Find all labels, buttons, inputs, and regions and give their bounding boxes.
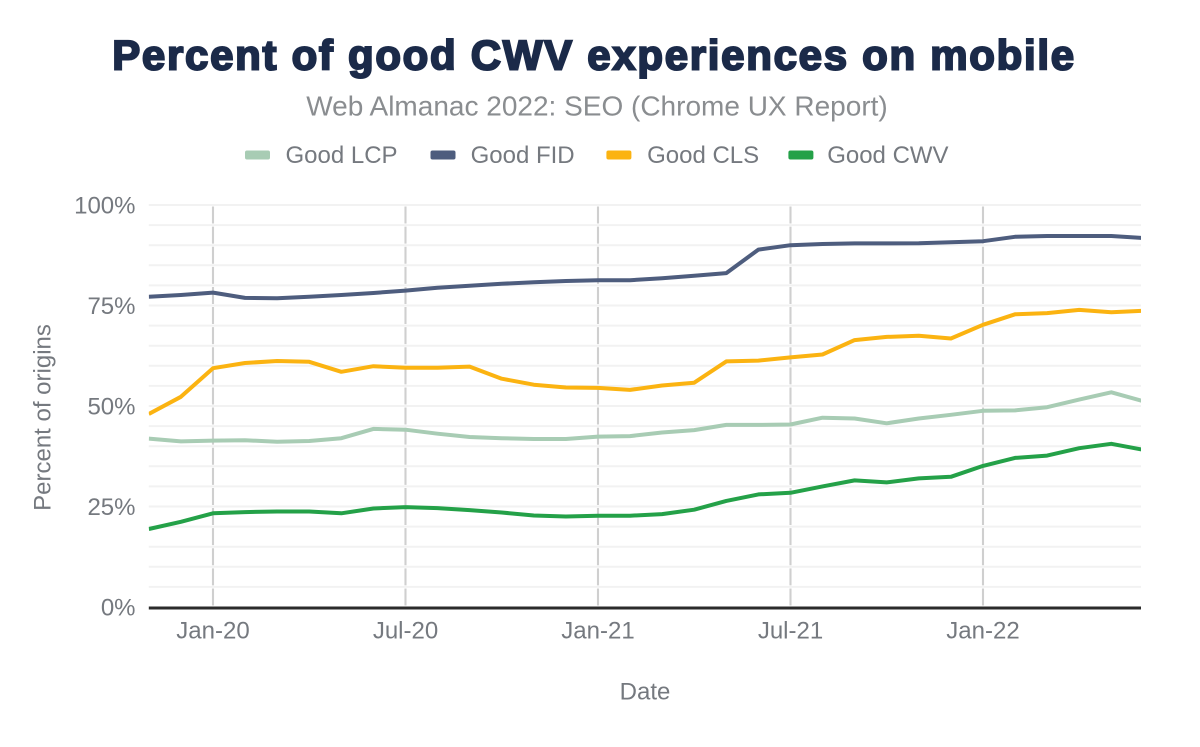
svg-text:Web Almanac 2022: SEO (Chrome: Web Almanac 2022: SEO (Chrome UX Report) [306,91,888,122]
svg-text:Percent of good CWV experience: Percent of good CWV experiences on mobil… [112,32,1076,79]
svg-text:Good LCP: Good LCP [286,142,398,169]
svg-text:Jul-20: Jul-20 [373,618,438,645]
svg-text:Jul-21: Jul-21 [758,618,823,645]
svg-text:Percent of origins: Percent of origins [30,324,57,511]
svg-text:Good FID: Good FID [471,142,575,169]
svg-text:25%: 25% [87,494,135,521]
svg-text:0%: 0% [101,595,136,622]
svg-text:Good CWV: Good CWV [827,142,948,169]
svg-text:75%: 75% [87,293,135,320]
svg-text:Date: Date [620,679,671,706]
svg-text:100%: 100% [74,193,135,220]
svg-text:Jan-20: Jan-20 [176,618,249,645]
svg-text:Jan-21: Jan-21 [561,618,634,645]
svg-text:Jan-22: Jan-22 [946,618,1019,645]
svg-text:50%: 50% [87,394,135,421]
svg-text:Good CLS: Good CLS [647,142,759,169]
